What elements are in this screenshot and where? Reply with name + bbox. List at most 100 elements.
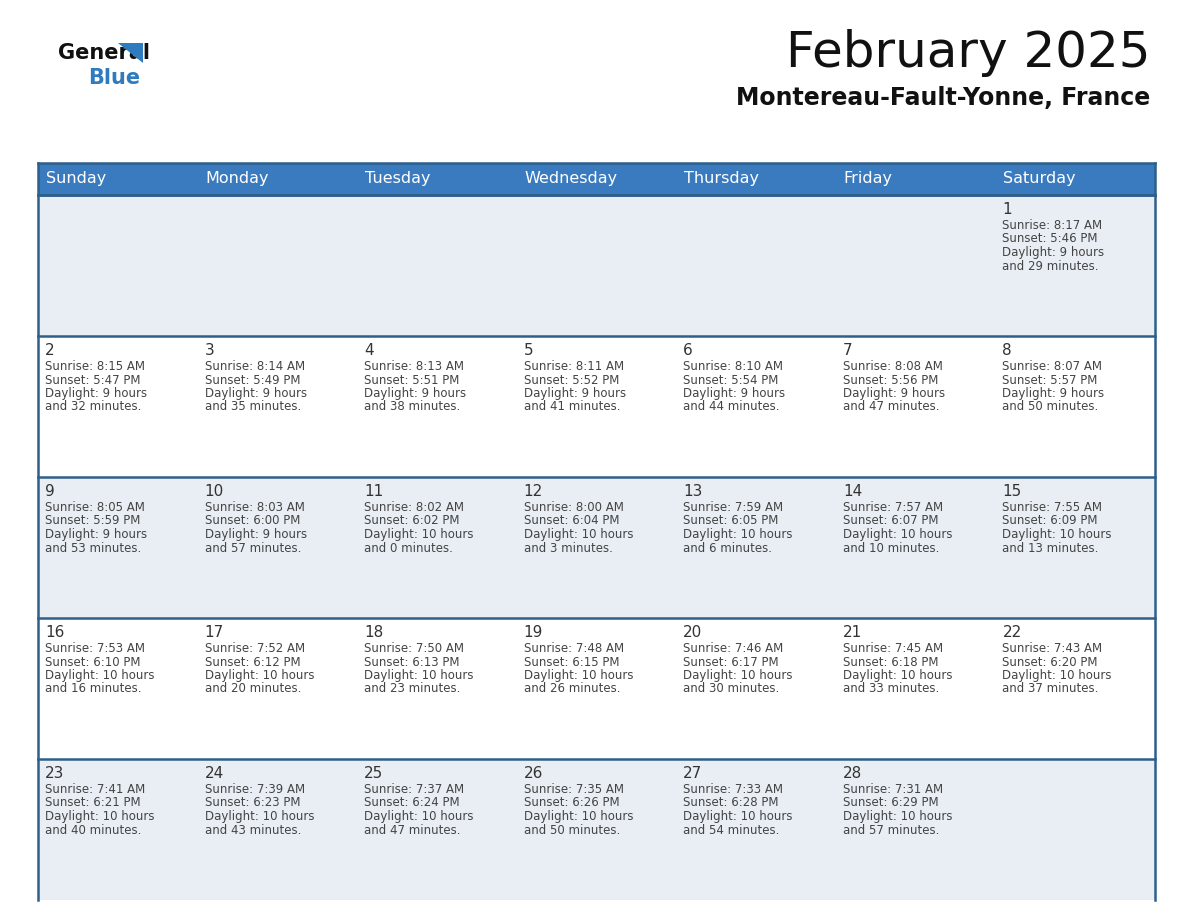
Text: Sunset: 5:52 PM: Sunset: 5:52 PM xyxy=(524,374,619,386)
Text: Sunrise: 8:17 AM: Sunrise: 8:17 AM xyxy=(1003,219,1102,232)
Text: 18: 18 xyxy=(365,625,384,640)
Text: Sunrise: 7:31 AM: Sunrise: 7:31 AM xyxy=(842,783,943,796)
Bar xyxy=(996,336,1155,477)
Text: 6: 6 xyxy=(683,343,693,358)
Text: Daylight: 10 hours: Daylight: 10 hours xyxy=(683,810,792,823)
Text: 16: 16 xyxy=(45,625,64,640)
Text: and 47 minutes.: and 47 minutes. xyxy=(365,823,461,836)
Text: Sunset: 6:18 PM: Sunset: 6:18 PM xyxy=(842,655,939,668)
Bar xyxy=(676,477,836,618)
Bar xyxy=(517,477,676,618)
Text: 14: 14 xyxy=(842,484,862,499)
Bar xyxy=(676,195,836,336)
Text: 23: 23 xyxy=(45,766,64,781)
Text: Daylight: 10 hours: Daylight: 10 hours xyxy=(842,528,953,541)
Text: and 57 minutes.: and 57 minutes. xyxy=(842,823,940,836)
Text: Sunset: 6:10 PM: Sunset: 6:10 PM xyxy=(45,655,140,668)
Polygon shape xyxy=(118,43,143,63)
Text: Sunset: 6:07 PM: Sunset: 6:07 PM xyxy=(842,514,939,528)
Text: Sunset: 6:00 PM: Sunset: 6:00 PM xyxy=(204,514,299,528)
Text: Sunset: 5:47 PM: Sunset: 5:47 PM xyxy=(45,374,140,386)
Bar xyxy=(38,195,197,336)
Text: and 29 minutes.: and 29 minutes. xyxy=(1003,260,1099,273)
Bar xyxy=(38,163,197,195)
Text: Sunset: 6:21 PM: Sunset: 6:21 PM xyxy=(45,797,140,810)
Text: Daylight: 10 hours: Daylight: 10 hours xyxy=(524,669,633,682)
Bar xyxy=(836,163,996,195)
Text: Sunset: 6:04 PM: Sunset: 6:04 PM xyxy=(524,514,619,528)
Text: Daylight: 10 hours: Daylight: 10 hours xyxy=(45,669,154,682)
Text: Sunrise: 8:13 AM: Sunrise: 8:13 AM xyxy=(365,360,465,373)
Text: Sunrise: 7:57 AM: Sunrise: 7:57 AM xyxy=(842,501,943,514)
Text: Sunday: Sunday xyxy=(46,172,106,186)
Bar xyxy=(836,759,996,900)
Text: Daylight: 10 hours: Daylight: 10 hours xyxy=(1003,669,1112,682)
Text: Friday: Friday xyxy=(843,172,893,186)
Text: Sunrise: 8:07 AM: Sunrise: 8:07 AM xyxy=(1003,360,1102,373)
Text: Sunset: 5:59 PM: Sunset: 5:59 PM xyxy=(45,514,140,528)
Text: and 20 minutes.: and 20 minutes. xyxy=(204,682,301,696)
Text: Daylight: 9 hours: Daylight: 9 hours xyxy=(1003,246,1105,259)
Text: Daylight: 9 hours: Daylight: 9 hours xyxy=(683,387,785,400)
Text: Daylight: 9 hours: Daylight: 9 hours xyxy=(842,387,944,400)
Text: Sunrise: 8:14 AM: Sunrise: 8:14 AM xyxy=(204,360,304,373)
Text: Sunrise: 7:33 AM: Sunrise: 7:33 AM xyxy=(683,783,783,796)
Text: 4: 4 xyxy=(365,343,374,358)
Text: and 38 minutes.: and 38 minutes. xyxy=(365,400,461,413)
Bar xyxy=(517,759,676,900)
Bar xyxy=(358,477,517,618)
Text: Sunrise: 7:43 AM: Sunrise: 7:43 AM xyxy=(1003,642,1102,655)
Text: and 0 minutes.: and 0 minutes. xyxy=(365,542,453,554)
Text: and 44 minutes.: and 44 minutes. xyxy=(683,400,779,413)
Text: Daylight: 10 hours: Daylight: 10 hours xyxy=(524,528,633,541)
Text: Daylight: 9 hours: Daylight: 9 hours xyxy=(45,528,147,541)
Text: 15: 15 xyxy=(1003,484,1022,499)
Text: Sunset: 6:23 PM: Sunset: 6:23 PM xyxy=(204,797,301,810)
Text: Daylight: 10 hours: Daylight: 10 hours xyxy=(1003,528,1112,541)
Text: Sunrise: 7:48 AM: Sunrise: 7:48 AM xyxy=(524,642,624,655)
Bar xyxy=(197,759,358,900)
Bar xyxy=(996,618,1155,759)
Text: Sunset: 6:26 PM: Sunset: 6:26 PM xyxy=(524,797,619,810)
Text: Sunrise: 7:55 AM: Sunrise: 7:55 AM xyxy=(1003,501,1102,514)
Bar xyxy=(197,477,358,618)
Bar xyxy=(676,759,836,900)
Text: Sunrise: 7:45 AM: Sunrise: 7:45 AM xyxy=(842,642,943,655)
Text: Montereau-Fault-Yonne, France: Montereau-Fault-Yonne, France xyxy=(735,86,1150,110)
Text: Sunrise: 7:50 AM: Sunrise: 7:50 AM xyxy=(365,642,465,655)
Text: Daylight: 10 hours: Daylight: 10 hours xyxy=(842,669,953,682)
Text: 1: 1 xyxy=(1003,202,1012,217)
Text: and 3 minutes.: and 3 minutes. xyxy=(524,542,613,554)
Text: Sunset: 6:12 PM: Sunset: 6:12 PM xyxy=(204,655,301,668)
Bar xyxy=(836,336,996,477)
Text: Sunrise: 7:37 AM: Sunrise: 7:37 AM xyxy=(365,783,465,796)
Bar xyxy=(836,477,996,618)
Text: and 41 minutes.: and 41 minutes. xyxy=(524,400,620,413)
Text: Tuesday: Tuesday xyxy=(365,172,430,186)
Bar xyxy=(197,195,358,336)
Text: and 30 minutes.: and 30 minutes. xyxy=(683,682,779,696)
Text: 9: 9 xyxy=(45,484,55,499)
Text: and 16 minutes.: and 16 minutes. xyxy=(45,682,141,696)
Text: Sunrise: 7:52 AM: Sunrise: 7:52 AM xyxy=(204,642,304,655)
Text: Daylight: 10 hours: Daylight: 10 hours xyxy=(365,528,474,541)
Bar xyxy=(517,195,676,336)
Text: and 43 minutes.: and 43 minutes. xyxy=(204,823,301,836)
Text: Daylight: 10 hours: Daylight: 10 hours xyxy=(204,810,314,823)
Text: Daylight: 9 hours: Daylight: 9 hours xyxy=(524,387,626,400)
Text: 28: 28 xyxy=(842,766,862,781)
Text: and 35 minutes.: and 35 minutes. xyxy=(204,400,301,413)
Text: Sunrise: 8:00 AM: Sunrise: 8:00 AM xyxy=(524,501,624,514)
Text: Sunrise: 7:39 AM: Sunrise: 7:39 AM xyxy=(204,783,304,796)
Text: Sunset: 6:05 PM: Sunset: 6:05 PM xyxy=(683,514,778,528)
Text: and 50 minutes.: and 50 minutes. xyxy=(1003,400,1099,413)
Bar xyxy=(676,336,836,477)
Bar xyxy=(996,195,1155,336)
Text: 21: 21 xyxy=(842,625,862,640)
Bar xyxy=(358,336,517,477)
Text: 22: 22 xyxy=(1003,625,1022,640)
Text: 2: 2 xyxy=(45,343,55,358)
Text: Daylight: 10 hours: Daylight: 10 hours xyxy=(365,810,474,823)
Text: and 47 minutes.: and 47 minutes. xyxy=(842,400,940,413)
Bar xyxy=(197,618,358,759)
